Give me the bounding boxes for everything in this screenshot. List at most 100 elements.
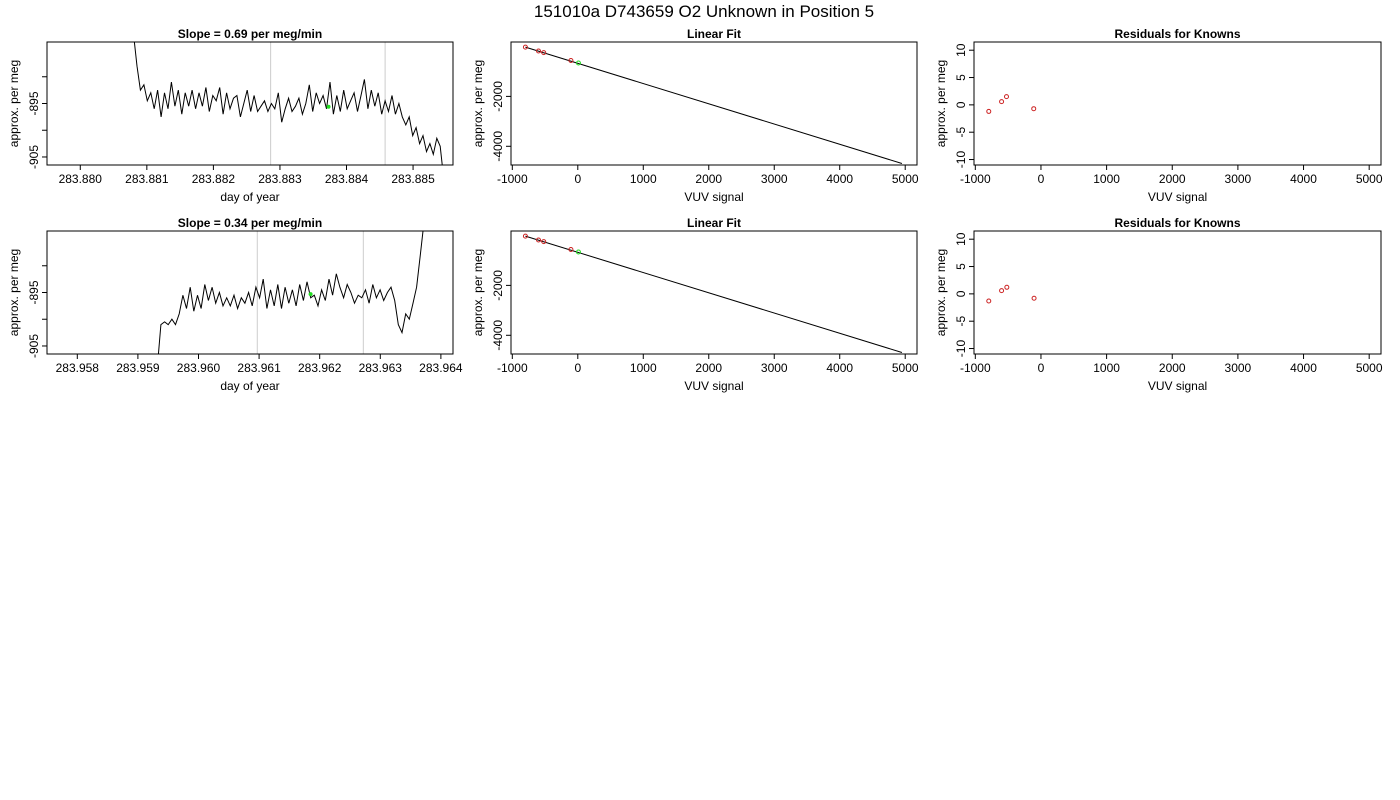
- residual-point: [999, 288, 1005, 294]
- x-tick-label: 283.963: [359, 361, 403, 375]
- x-axis-label: VUV signal: [684, 379, 743, 393]
- x-tick-label: 3000: [761, 361, 788, 375]
- x-tick-label: 3000: [1225, 172, 1252, 186]
- x-tick-label: 4000: [1290, 172, 1317, 186]
- plot-area: [986, 94, 1037, 114]
- plot-frame: [510, 230, 918, 355]
- x-tick-label: 0: [574, 172, 581, 186]
- plot-area: [522, 44, 903, 164]
- y-axis-label: approx. per meg: [934, 249, 948, 336]
- y-tick-label: -905: [27, 145, 41, 169]
- residual-point: [1031, 295, 1037, 301]
- x-tick-label: 0: [574, 361, 581, 375]
- x-tick-label: 283.964: [419, 361, 463, 375]
- plot-frame: [46, 41, 454, 166]
- known-point: [522, 44, 528, 50]
- y-tick-label: -2000: [491, 270, 505, 301]
- y-tick-label: -5: [954, 127, 968, 138]
- x-tick-label: 283.962: [298, 361, 342, 375]
- residual-point: [986, 108, 992, 114]
- residual-point: [986, 298, 992, 304]
- x-axis-label: day of year: [220, 379, 279, 393]
- fit-line: [525, 235, 903, 353]
- chart-panel: Slope = 0.34 per meg/min 283.958 283.959 28…: [7, 216, 463, 393]
- x-axis-label: VUV signal: [1148, 190, 1207, 204]
- x-tick-label: -1000: [497, 172, 528, 186]
- known-point: [536, 48, 542, 54]
- x-tick-label: 1000: [630, 172, 657, 186]
- y-tick-label: 10: [954, 232, 968, 246]
- x-tick-label: 3000: [761, 172, 788, 186]
- residual-point: [1031, 106, 1037, 112]
- x-tick-label: -1000: [497, 361, 528, 375]
- chart-panel: Residuals for Knowns -1000 0 1000 2000 3000 40…: [934, 216, 1383, 393]
- y-tick-label: -5: [954, 316, 968, 327]
- x-tick-label: 2000: [1159, 361, 1186, 375]
- x-tick-label: 283.884: [325, 172, 369, 186]
- y-axis-label: approx. per meg: [471, 249, 485, 336]
- known-point: [541, 239, 547, 245]
- known-point: [568, 57, 574, 63]
- y-tick-label: -10: [954, 151, 968, 169]
- panel-title: Linear Fit: [687, 216, 741, 230]
- x-tick-label: 1000: [1093, 172, 1120, 186]
- panel-title: Linear Fit: [687, 27, 741, 41]
- y-tick-label: -2000: [491, 81, 505, 112]
- y-tick-label: -895: [27, 280, 41, 304]
- plot-area: [133, 42, 443, 165]
- x-tick-label: 0: [1038, 361, 1045, 375]
- known-point: [541, 50, 547, 56]
- x-tick-label: 2000: [1159, 172, 1186, 186]
- y-tick-label: 5: [954, 263, 968, 270]
- x-tick-label: 5000: [1356, 172, 1383, 186]
- x-tick-label: 283.958: [56, 361, 100, 375]
- x-axis-label: VUV signal: [1148, 379, 1207, 393]
- y-tick-label: -10: [954, 340, 968, 358]
- y-axis-label: approx. per meg: [471, 60, 485, 147]
- figure-suptitle: 151010a D743659 O2 Unknown in Position 5: [534, 2, 874, 21]
- known-point: [568, 246, 574, 252]
- x-tick-label: 283.882: [192, 172, 236, 186]
- series-line: [133, 42, 443, 165]
- panel-title: Slope = 0.34 per meg/min: [178, 216, 322, 230]
- x-tick-label: 283.880: [59, 172, 103, 186]
- panel-title: Slope = 0.69 per meg/min: [178, 27, 322, 41]
- x-tick-label: 5000: [1356, 361, 1383, 375]
- x-tick-label: 1000: [1093, 361, 1120, 375]
- x-tick-label: 283.883: [258, 172, 302, 186]
- y-tick-label: 5: [954, 74, 968, 81]
- known-point: [522, 233, 528, 239]
- x-axis-label: day of year: [220, 190, 279, 204]
- panel-title: Residuals for Knowns: [1114, 216, 1240, 230]
- x-tick-label: 4000: [1290, 361, 1317, 375]
- x-tick-label: 283.881: [125, 172, 169, 186]
- y-axis-label: approx. per meg: [7, 60, 21, 147]
- x-tick-label: 283.959: [116, 361, 160, 375]
- y-tick-label: -905: [27, 334, 41, 358]
- x-tick-label: 2000: [695, 361, 722, 375]
- x-tick-label: 3000: [1225, 361, 1252, 375]
- y-tick-label: 10: [954, 43, 968, 57]
- plot-area: [522, 233, 903, 353]
- plot-area: [157, 231, 424, 354]
- x-tick-label: 283.961: [237, 361, 281, 375]
- plot-frame: [973, 230, 1382, 355]
- y-tick-label: -4000: [491, 131, 505, 162]
- chart-panel: Linear Fit -1000 0 1000 2000 3000 4000 5000 -400…: [471, 27, 919, 204]
- panel-title: Residuals for Knowns: [1114, 27, 1240, 41]
- unknown-marker: [326, 104, 331, 109]
- x-tick-label: 2000: [695, 172, 722, 186]
- unknown-point: [575, 249, 581, 255]
- y-tick-label: -895: [27, 91, 41, 115]
- chart-panel: Slope = 0.69 per meg/min 283.880 283.881 28…: [7, 27, 454, 204]
- chart-panel: Residuals for Knowns -1000 0 1000 2000 3000 40…: [934, 27, 1383, 204]
- x-tick-label: -1000: [960, 361, 991, 375]
- chart-panels: Slope = 0.69 per meg/min 283.880 283.881 28…: [7, 27, 1383, 393]
- x-tick-label: 1000: [630, 361, 657, 375]
- x-tick-label: 283.960: [177, 361, 221, 375]
- x-tick-label: 0: [1038, 172, 1045, 186]
- x-tick-label: 4000: [826, 361, 853, 375]
- fit-line: [525, 46, 903, 164]
- x-tick-label: 283.885: [391, 172, 435, 186]
